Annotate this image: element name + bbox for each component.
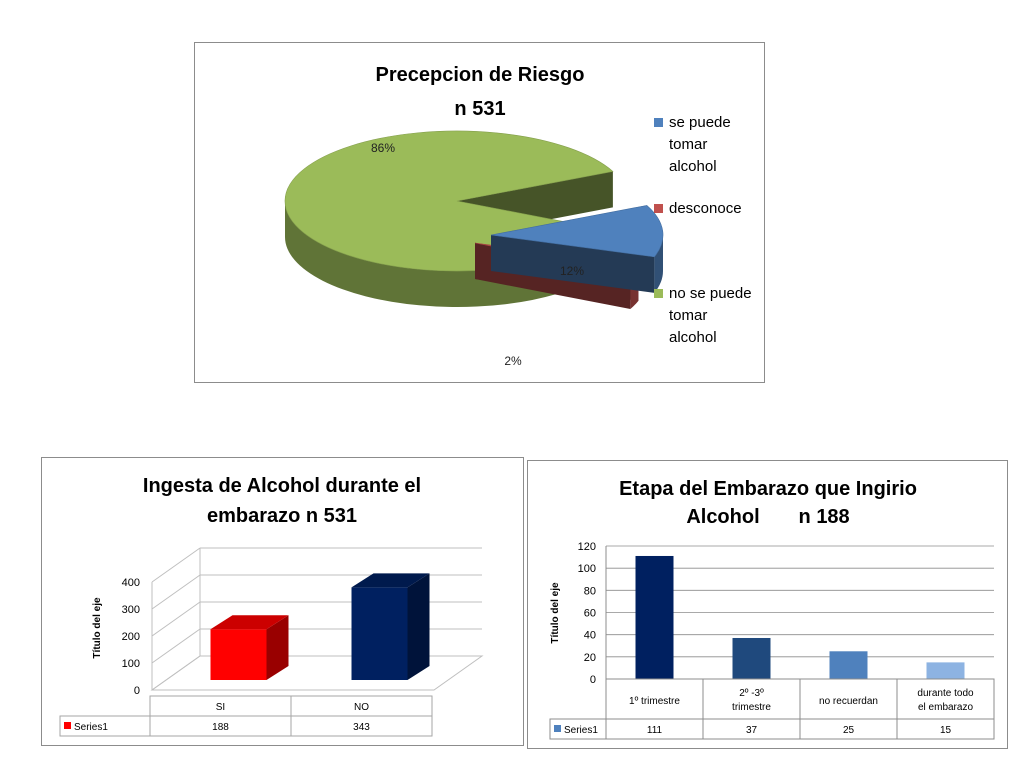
bar1-category-label-0: SI (216, 702, 225, 713)
pie-data-label-1: 2% (504, 354, 522, 368)
bar1-y-tick-label: 400 (122, 577, 140, 589)
bar1-y-tick-label: 0 (134, 685, 140, 697)
pie-legend-item-2: no se puede tomar alcohol (654, 285, 752, 346)
pie-chart-title: Precepcion de Riesgo (376, 64, 585, 86)
bar2-title-line-1: Etapa del Embarazo que Ingirio (619, 478, 917, 500)
bar2-y-tick-label: 100 (578, 563, 596, 575)
bar1-y-tick-label: 300 (122, 604, 140, 616)
pie-legend-text-1-0: desconoce (669, 200, 742, 217)
bar1-y-tick-label: 100 (122, 658, 140, 670)
bar2-bar-1 (732, 637, 771, 679)
bar1-y-tick-label: 200 (122, 631, 140, 643)
bar2-series-name: Series1 (564, 725, 598, 736)
bar2-title-line-2: Alcohol n 188 (686, 506, 849, 528)
bar2-bar-2 (829, 651, 868, 679)
pie-legend-text-0-2: alcohol (669, 158, 717, 175)
bar2-table-data-row (549, 718, 995, 740)
bar1-floor (150, 655, 484, 691)
risk-perception-pie-chart: Precepcion de Riesgo n 531 12% 2% 86% se p… (284, 64, 752, 368)
bar1-series-name: Series1 (74, 722, 108, 733)
bar1-gridline-side (151, 628, 201, 664)
pregnancy-stage-bar-chart: Etapa del Embarazo que Ingirio Alcohol n… (549, 478, 995, 740)
bar2-y-tick-label: 40 (584, 630, 596, 642)
bar2-table-value-2: 25 (843, 725, 855, 736)
bar2-category-label-2-0: no recuerdan (819, 696, 878, 707)
bar1-bar-1 (351, 573, 430, 680)
bar2-category-label-0-0: 1º trimestre (629, 696, 680, 707)
bar2-bar-3 (926, 662, 965, 679)
pie-legend-text-2-0: no se puede (669, 285, 752, 302)
pie-legend-text-0-0: se puede (669, 114, 731, 131)
bar1-series-swatch (64, 722, 71, 729)
bar1-gridline-side (151, 601, 201, 637)
pie-chart-subtitle: n 531 (454, 98, 505, 120)
pie-slice-0 (490, 205, 664, 293)
alcohol-intake-bar-panel: Ingesta de Alcohol durante el embarazo n… (41, 457, 524, 746)
bar2-bar-0 (635, 555, 674, 679)
pie-legend-item-1: desconoce (654, 200, 742, 217)
bar2-y-tick-label: 80 (584, 585, 596, 597)
pie-legend-item-0: se puede tomar alcohol (654, 114, 731, 175)
bar2-y-tick-label: 60 (584, 608, 596, 620)
pie-data-label-2: 86% (371, 141, 395, 155)
bar2-y-tick-label: 0 (590, 674, 596, 686)
pie-legend-text-2-2: alcohol (669, 329, 717, 346)
alcohol-intake-bar-chart: Ingesta de Alcohol durante el embarazo n… (59, 475, 484, 737)
bar2-series-swatch (554, 725, 561, 732)
bar2-y-tick-label: 20 (584, 652, 596, 664)
bar2-y-tick-label: 120 (578, 541, 596, 553)
pie-legend-text-2-1: tomar (669, 307, 707, 324)
bar1-table-value-1: 343 (353, 722, 370, 733)
bar2-table-value-0: 111 (647, 725, 663, 736)
pie-data-label-0: 12% (560, 264, 584, 278)
bar2-category-label-1-1: trimestre (732, 702, 771, 713)
bar1-category-label-1: NO (354, 702, 369, 713)
bar2-category-label-3-1: el embarazo (918, 702, 973, 713)
bar1-y-axis-label: Título del eje (92, 597, 103, 659)
bar1-table-value-0: 188 (212, 722, 229, 733)
bar2-table-value-1: 37 (746, 725, 758, 736)
pie-legend-swatch-0 (654, 118, 663, 127)
bar1-gridline-side (151, 655, 201, 691)
bar2-category-label-3-0: durante todo (917, 688, 974, 699)
bar1-title-line-1: Ingesta de Alcohol durante el (143, 475, 421, 497)
bar2-category-label-1-0: 2º -3º (739, 688, 764, 699)
risk-perception-pie-panel: Precepcion de Riesgo n 531 12% 2% 86% se p… (194, 42, 765, 383)
bar1-bar-0 (210, 615, 289, 680)
bar2-y-axis-label: Título del eje (550, 582, 561, 644)
bar1-gridline-side (151, 547, 201, 583)
pregnancy-stage-bar-panel: Etapa del Embarazo que Ingirio Alcohol n… (527, 460, 1008, 749)
pie-legend-swatch-1 (654, 204, 663, 213)
bar2-table-value-3: 15 (940, 725, 952, 736)
bar1-table-data-row (59, 715, 433, 737)
pie-legend-swatch-2 (654, 289, 663, 298)
bar1-gridline-side (151, 574, 201, 610)
pie-legend-text-0-1: tomar (669, 136, 707, 153)
bar1-title-line-2: embarazo n 531 (207, 505, 357, 527)
